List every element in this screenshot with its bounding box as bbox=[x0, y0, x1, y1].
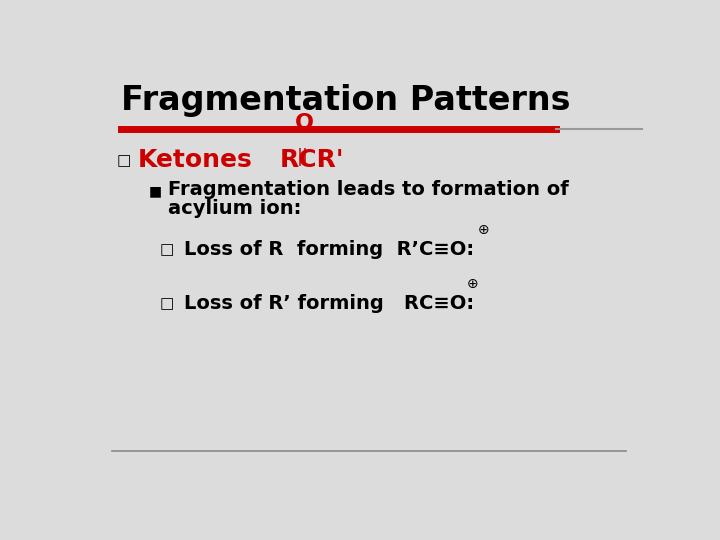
Text: Loss of R’ forming   RC≡O:: Loss of R’ forming RC≡O: bbox=[184, 294, 474, 313]
Text: Fragmentation Patterns: Fragmentation Patterns bbox=[121, 84, 570, 117]
Text: □: □ bbox=[160, 242, 174, 258]
Text: ■: ■ bbox=[148, 185, 162, 199]
Text: O: O bbox=[295, 113, 315, 133]
Text: □: □ bbox=[160, 296, 174, 312]
Text: Ketones: Ketones bbox=[138, 148, 252, 172]
Text: ⊕: ⊕ bbox=[477, 224, 489, 238]
Text: acylium ion:: acylium ion: bbox=[168, 199, 302, 218]
Text: □: □ bbox=[117, 153, 131, 168]
Text: RCR': RCR' bbox=[280, 148, 344, 172]
Text: ⊕: ⊕ bbox=[467, 278, 478, 292]
Text: Fragmentation leads to formation of: Fragmentation leads to formation of bbox=[168, 180, 569, 199]
Text: Loss of R  forming  R’C≡O:: Loss of R forming R’C≡O: bbox=[184, 240, 474, 259]
Text: ||: || bbox=[297, 148, 309, 166]
